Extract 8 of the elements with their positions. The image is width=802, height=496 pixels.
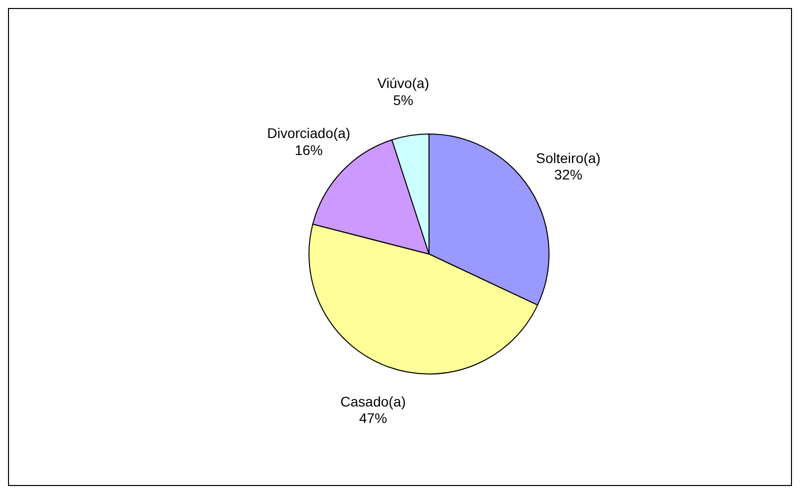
- data-label: 5%: [393, 92, 414, 108]
- data-label: 32%: [554, 166, 582, 183]
- data-label: 47%: [359, 410, 388, 426]
- slice-label: Divorciado(a): [267, 125, 350, 142]
- data-label: 16%: [294, 142, 323, 158]
- slice-label: Solteiro(a): [536, 150, 601, 166]
- slice-label: Viúvo(a): [377, 75, 430, 92]
- slice-label: Casado(a): [340, 393, 406, 410]
